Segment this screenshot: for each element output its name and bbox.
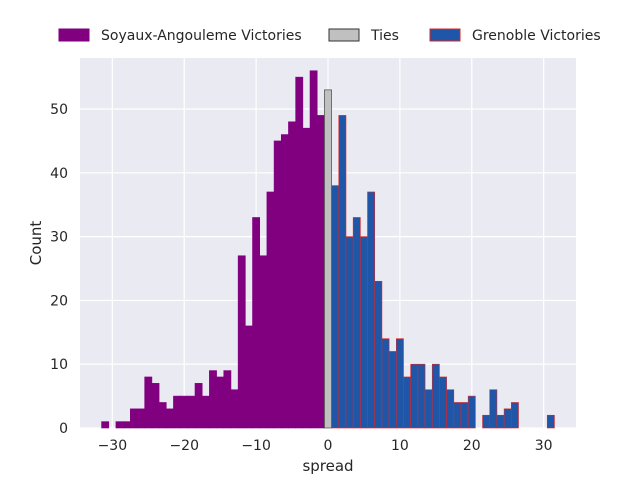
bar-soyaux (280, 134, 289, 429)
legend-swatch-grenoble (429, 28, 461, 42)
x-tick-label: 20 (463, 438, 481, 454)
y-tick-label: 0 (59, 421, 68, 437)
bar-soyaux (223, 370, 232, 429)
legend-label-grenoble: Grenoble Victories (472, 28, 601, 44)
y-tick-label: 40 (50, 166, 68, 182)
y-tick-labels: 0 10 20 30 40 50 (50, 102, 68, 437)
bar-soyaux (180, 395, 189, 429)
bar-grenoble (496, 414, 505, 429)
x-tick-label: −20 (169, 438, 199, 454)
bar-soyaux (288, 121, 296, 429)
bar-soyaux (151, 383, 160, 429)
bar-grenoble (503, 408, 512, 429)
bar-grenoble (381, 338, 390, 429)
bar-soyaux (259, 255, 268, 429)
bar-grenoble (467, 395, 476, 429)
bar-grenoble (410, 363, 419, 429)
bar-soyaux (122, 421, 131, 429)
legend-label-ties: Ties (370, 28, 399, 44)
bar-soyaux (316, 115, 325, 429)
bar-grenoble (424, 389, 433, 429)
legend-label-soyaux: Soyaux-Angouleme Victories (101, 28, 302, 44)
bar-grenoble (489, 389, 498, 429)
bar-soyaux (237, 255, 246, 429)
bar-grenoble (453, 402, 462, 429)
bar-grenoble (331, 185, 340, 429)
x-axis-label: spread (302, 457, 353, 475)
bar-grenoble (352, 217, 361, 429)
bar-ties (324, 89, 332, 429)
bar-grenoble (460, 402, 469, 429)
y-tick-label: 10 (50, 357, 68, 373)
bar-soyaux (165, 408, 174, 429)
legend: Soyaux-Angouleme Victories Ties Grenoble… (58, 28, 601, 44)
bar-soyaux (158, 402, 167, 429)
bar-grenoble (395, 338, 404, 429)
bar-soyaux (130, 408, 138, 429)
bar-grenoble (367, 191, 376, 429)
bar-grenoble (546, 414, 555, 429)
bar-grenoble (417, 363, 426, 429)
bar-soyaux (273, 140, 282, 429)
legend-swatch-ties (328, 28, 360, 42)
bar-grenoble (360, 236, 368, 429)
bar-soyaux (194, 383, 203, 429)
x-tick-label: −30 (98, 438, 128, 454)
bar-soyaux (101, 421, 110, 429)
bar-soyaux (302, 127, 311, 429)
bar-soyaux (144, 376, 153, 429)
bar-grenoble (482, 414, 491, 429)
x-tick-label: −10 (241, 438, 271, 454)
bar-soyaux (187, 395, 196, 429)
bar-soyaux (230, 389, 239, 429)
bar-soyaux (115, 421, 124, 429)
bar-grenoble (374, 280, 383, 429)
bar-soyaux (201, 395, 210, 429)
bar-soyaux (295, 76, 304, 429)
x-tick-labels: −30 −20 −10 0 10 20 30 (98, 438, 553, 454)
legend-swatch-soyaux (58, 28, 90, 42)
x-tick-label: 0 (324, 438, 333, 454)
y-axis-label: Count (27, 221, 45, 266)
bar-grenoble (345, 236, 354, 429)
y-tick-label: 30 (50, 230, 68, 246)
bar-grenoble (338, 115, 347, 429)
bar-soyaux (245, 325, 253, 429)
bar-soyaux (309, 70, 318, 429)
x-tick-label: 30 (535, 438, 553, 454)
y-tick-label: 50 (50, 102, 68, 118)
bar-grenoble (403, 376, 411, 429)
y-tick-label: 20 (50, 293, 68, 309)
bar-soyaux (216, 376, 225, 429)
bar-grenoble (439, 376, 447, 429)
bar-grenoble (388, 351, 397, 429)
bars-layer (101, 70, 555, 429)
bar-soyaux (137, 408, 145, 429)
x-tick-label: 10 (391, 438, 409, 454)
bar-soyaux (266, 191, 275, 429)
bar-grenoble (511, 402, 519, 429)
bar-soyaux (173, 395, 181, 429)
bar-grenoble (431, 363, 440, 429)
bar-soyaux (252, 217, 261, 429)
bar-soyaux (209, 370, 217, 429)
bar-grenoble (446, 389, 455, 429)
